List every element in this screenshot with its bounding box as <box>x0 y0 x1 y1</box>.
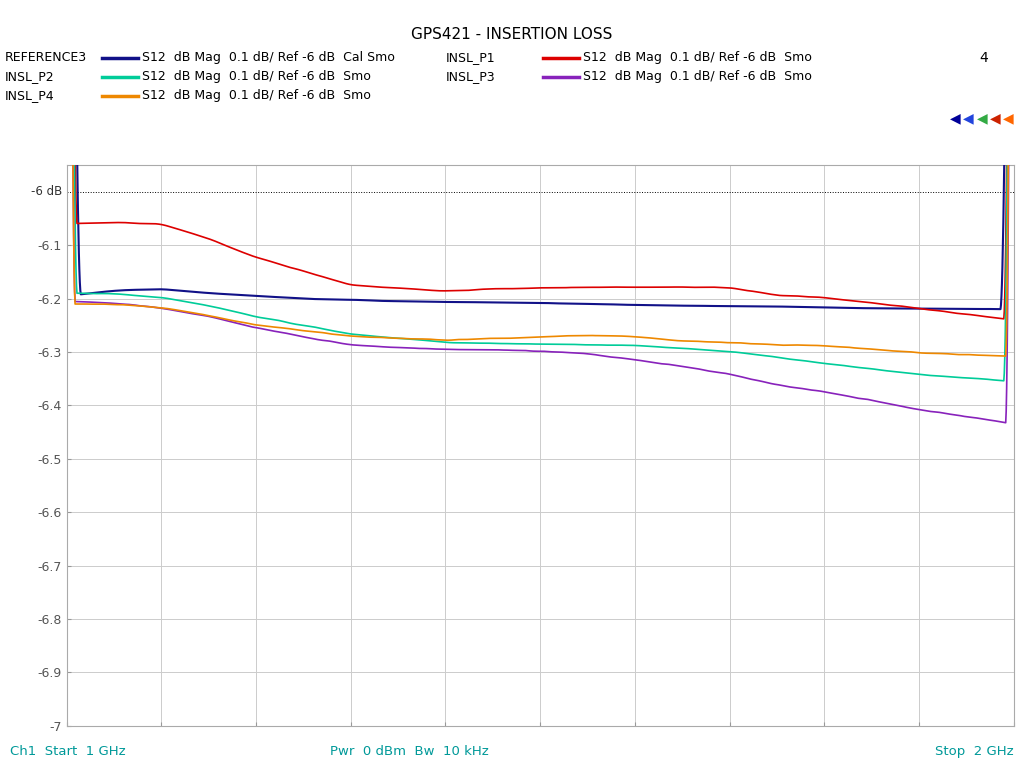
Text: S12  dB Mag  0.1 dB/ Ref -6 dB  Smo: S12 dB Mag 0.1 dB/ Ref -6 dB Smo <box>142 90 372 102</box>
Text: GPS421 - INSERTION LOSS: GPS421 - INSERTION LOSS <box>412 27 612 42</box>
Text: INSL_P3: INSL_P3 <box>445 71 495 83</box>
Text: S12  dB Mag  0.1 dB/ Ref -6 dB  Smo: S12 dB Mag 0.1 dB/ Ref -6 dB Smo <box>142 71 372 83</box>
Text: Pwr  0 dBm  Bw  10 kHz: Pwr 0 dBm Bw 10 kHz <box>330 745 489 757</box>
Text: ◀: ◀ <box>990 111 1000 125</box>
Text: -6 dB: -6 dB <box>31 185 61 198</box>
Text: S12  dB Mag  0.1 dB/ Ref -6 dB  Smo: S12 dB Mag 0.1 dB/ Ref -6 dB Smo <box>583 71 812 83</box>
Text: INSL_P4: INSL_P4 <box>5 90 54 102</box>
Text: ◀: ◀ <box>964 111 974 125</box>
Text: ◀: ◀ <box>1004 111 1014 125</box>
Text: S12  dB Mag  0.1 dB/ Ref -6 dB  Smo: S12 dB Mag 0.1 dB/ Ref -6 dB Smo <box>583 51 812 64</box>
Text: Ch1  Start  1 GHz: Ch1 Start 1 GHz <box>10 745 126 757</box>
Text: 4: 4 <box>979 51 988 65</box>
Text: ◀: ◀ <box>977 111 987 125</box>
Text: INSL_P1: INSL_P1 <box>445 51 495 64</box>
Text: S12  dB Mag  0.1 dB/ Ref -6 dB  Cal Smo: S12 dB Mag 0.1 dB/ Ref -6 dB Cal Smo <box>142 51 395 64</box>
Text: REFERENCE3: REFERENCE3 <box>5 51 87 64</box>
Text: Stop  2 GHz: Stop 2 GHz <box>935 745 1014 757</box>
Text: ◀: ◀ <box>950 111 961 125</box>
Text: INSL_P2: INSL_P2 <box>5 71 54 83</box>
